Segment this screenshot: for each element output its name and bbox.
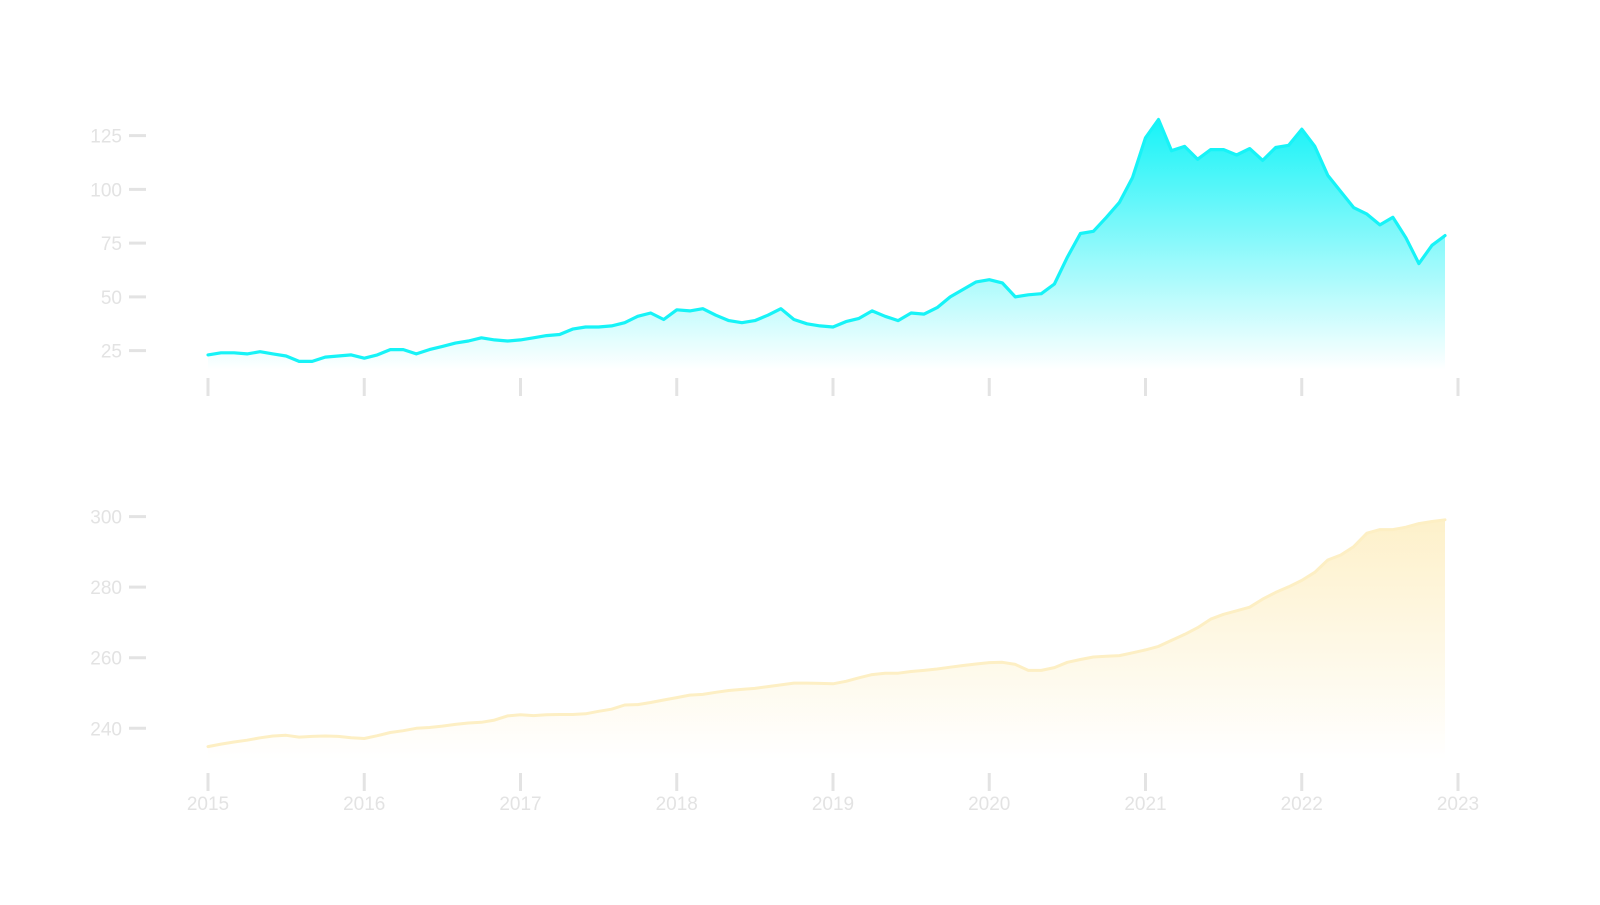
bottom-x-tick-label: 2016	[343, 794, 385, 815]
bottom-x-tick-label: 2022	[1281, 794, 1323, 815]
bottom-chart-panel: 240 260 280 300 2015 2016 2017 2018 2019 2020 2021…	[90, 508, 1479, 815]
top-y-tick-label: 100	[90, 180, 122, 201]
top-y-tick-label: 75	[101, 234, 122, 255]
bottom-x-tick-label: 2020	[968, 794, 1010, 815]
bottom-series-area	[208, 520, 1445, 760]
bottom-y-tick-label: 260	[90, 649, 122, 670]
bottom-x-tick-label: 2015	[187, 794, 229, 815]
bottom-x-tick-label: 2021	[1124, 794, 1166, 815]
top-y-tick-label: 25	[101, 342, 122, 363]
top-y-tick-label: 50	[101, 288, 122, 309]
bottom-x-tick-label: 2017	[499, 794, 541, 815]
bottom-x-tick-label: 2018	[656, 794, 698, 815]
bottom-y-tick-label: 300	[90, 508, 122, 529]
bottom-x-tick-label: 2023	[1437, 794, 1479, 815]
top-chart-panel: 25 50 75 100 125	[90, 119, 1458, 396]
bottom-y-tick-label: 240	[90, 719, 122, 740]
bottom-x-tick-label: 2019	[812, 794, 854, 815]
bottom-y-tick-label: 280	[90, 578, 122, 599]
top-y-tick-label: 125	[90, 127, 122, 148]
